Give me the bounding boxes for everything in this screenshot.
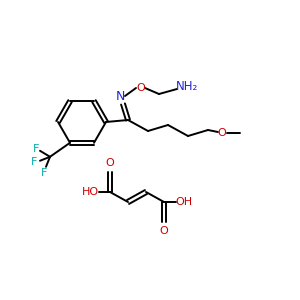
Text: NH₂: NH₂ — [176, 80, 198, 94]
Text: O: O — [160, 226, 168, 236]
Text: F: F — [41, 168, 47, 178]
Text: F: F — [33, 144, 39, 154]
Text: OH: OH — [176, 197, 193, 207]
Text: F: F — [31, 157, 37, 167]
Text: HO: HO — [81, 187, 99, 197]
Text: N: N — [115, 89, 125, 103]
Text: O: O — [218, 128, 226, 138]
Text: O: O — [106, 158, 114, 168]
Text: O: O — [136, 83, 146, 93]
